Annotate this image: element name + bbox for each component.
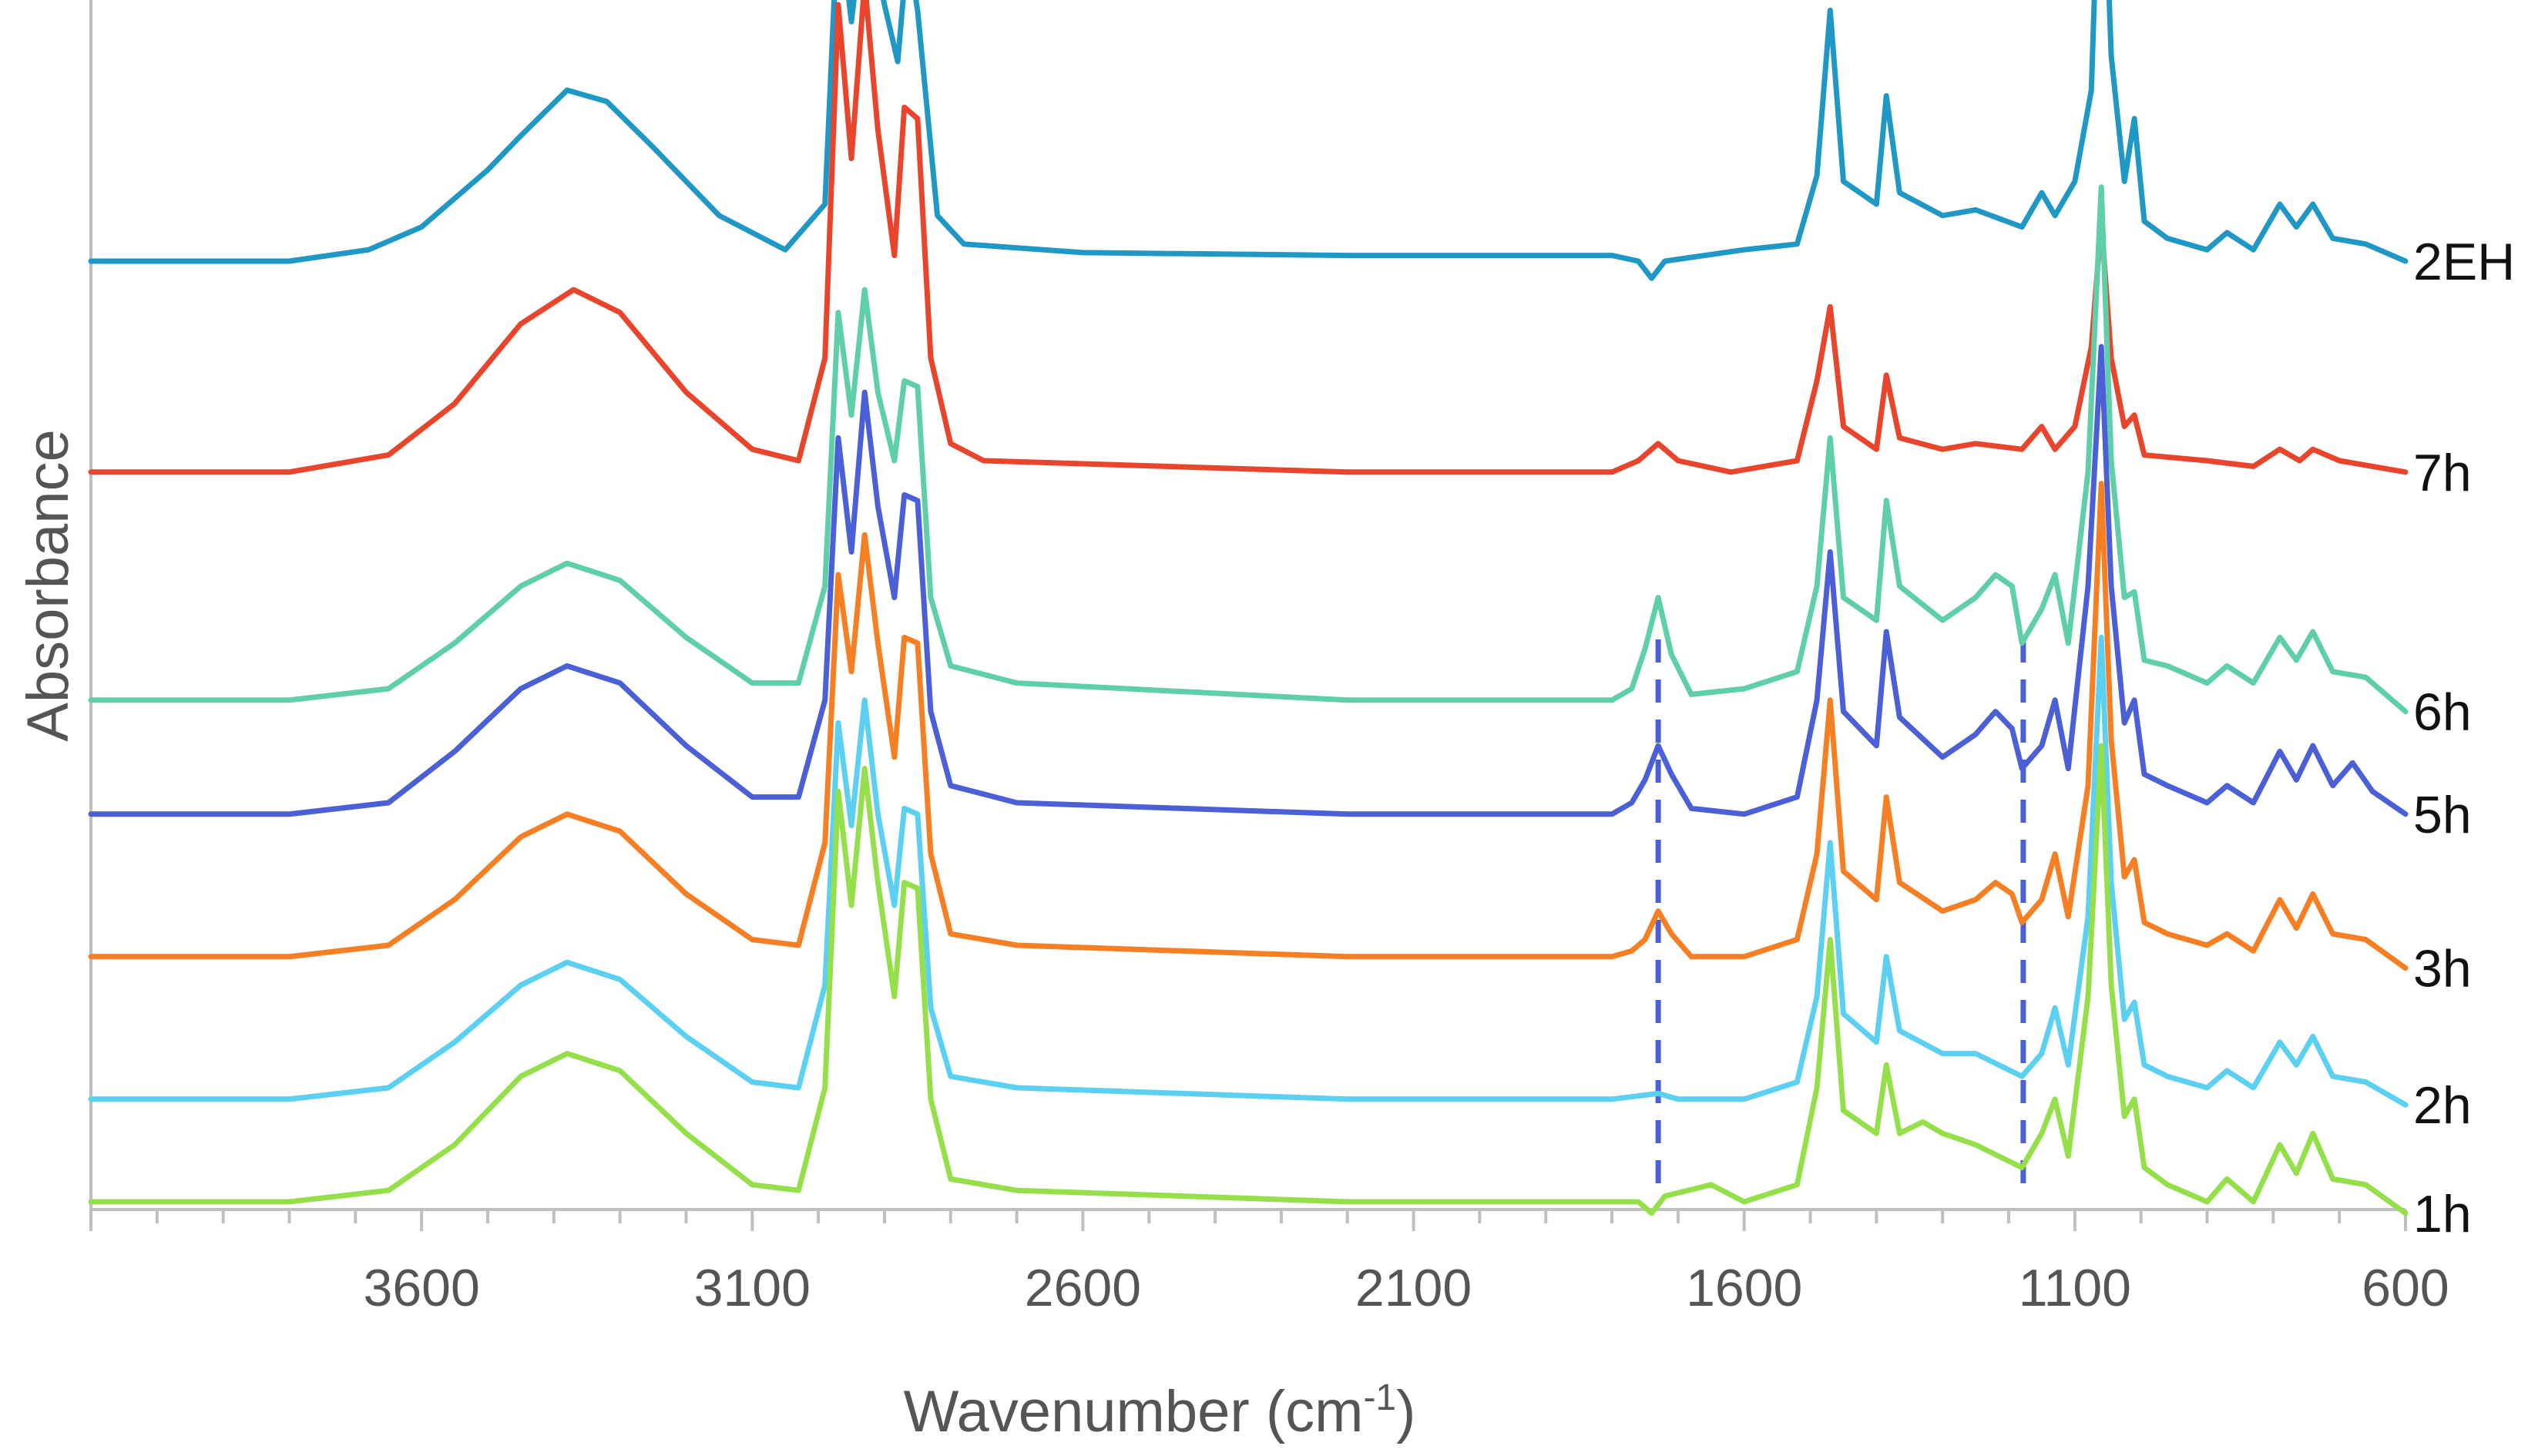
x-tick-label: 2100 xyxy=(1355,1259,1472,1317)
series-line-5h xyxy=(88,344,2409,817)
series-label-2eh: 2EH xyxy=(2413,233,2515,291)
series-line-2eh xyxy=(88,0,2409,281)
x-tick-marks xyxy=(89,1209,2407,1231)
x-axis-title: Wavenumber (cm-1) xyxy=(904,1377,1416,1444)
x-axis-title-main: Wavenumber (cm xyxy=(904,1379,1364,1444)
x-tick-label: 600 xyxy=(2362,1259,2449,1317)
y-axis-title: Absorbance xyxy=(15,429,81,742)
series-labels: 2EH 7h 6h 5h 3h 2h 1h xyxy=(2413,233,2515,1243)
series-label-6h: 6h xyxy=(2413,683,2472,742)
series-label-1h: 1h xyxy=(2413,1185,2472,1243)
series-line-7h xyxy=(88,0,2409,475)
x-tick-label: 3100 xyxy=(694,1259,811,1317)
series-label-5h: 5h xyxy=(2413,786,2472,844)
axes: 3600 3100 2600 2100 1600 1100 600 xyxy=(89,0,2449,1317)
series-label-7h: 7h xyxy=(2413,444,2472,502)
x-tick-label: 1600 xyxy=(1686,1259,1802,1317)
series-line-6h xyxy=(88,184,2409,715)
series-line-2h xyxy=(88,634,2409,1108)
x-tick-label: 1100 xyxy=(2019,1259,2131,1317)
x-axis-title-tail: ) xyxy=(1396,1379,1415,1444)
series-lines xyxy=(88,0,2409,1216)
series-line-3h xyxy=(88,481,2409,971)
x-tick-label: 3600 xyxy=(364,1259,480,1317)
x-tick-labels: 3600 3100 2600 2100 1600 1100 600 xyxy=(364,1259,2449,1317)
series-label-3h: 3h xyxy=(2413,940,2472,998)
series-line-1h xyxy=(88,743,2409,1216)
x-tick-label: 2600 xyxy=(1025,1259,1141,1317)
series-label-2h: 2h xyxy=(2413,1076,2472,1135)
x-axis-title-superscript: -1 xyxy=(1363,1377,1396,1418)
reference-lines xyxy=(1655,639,2026,1198)
